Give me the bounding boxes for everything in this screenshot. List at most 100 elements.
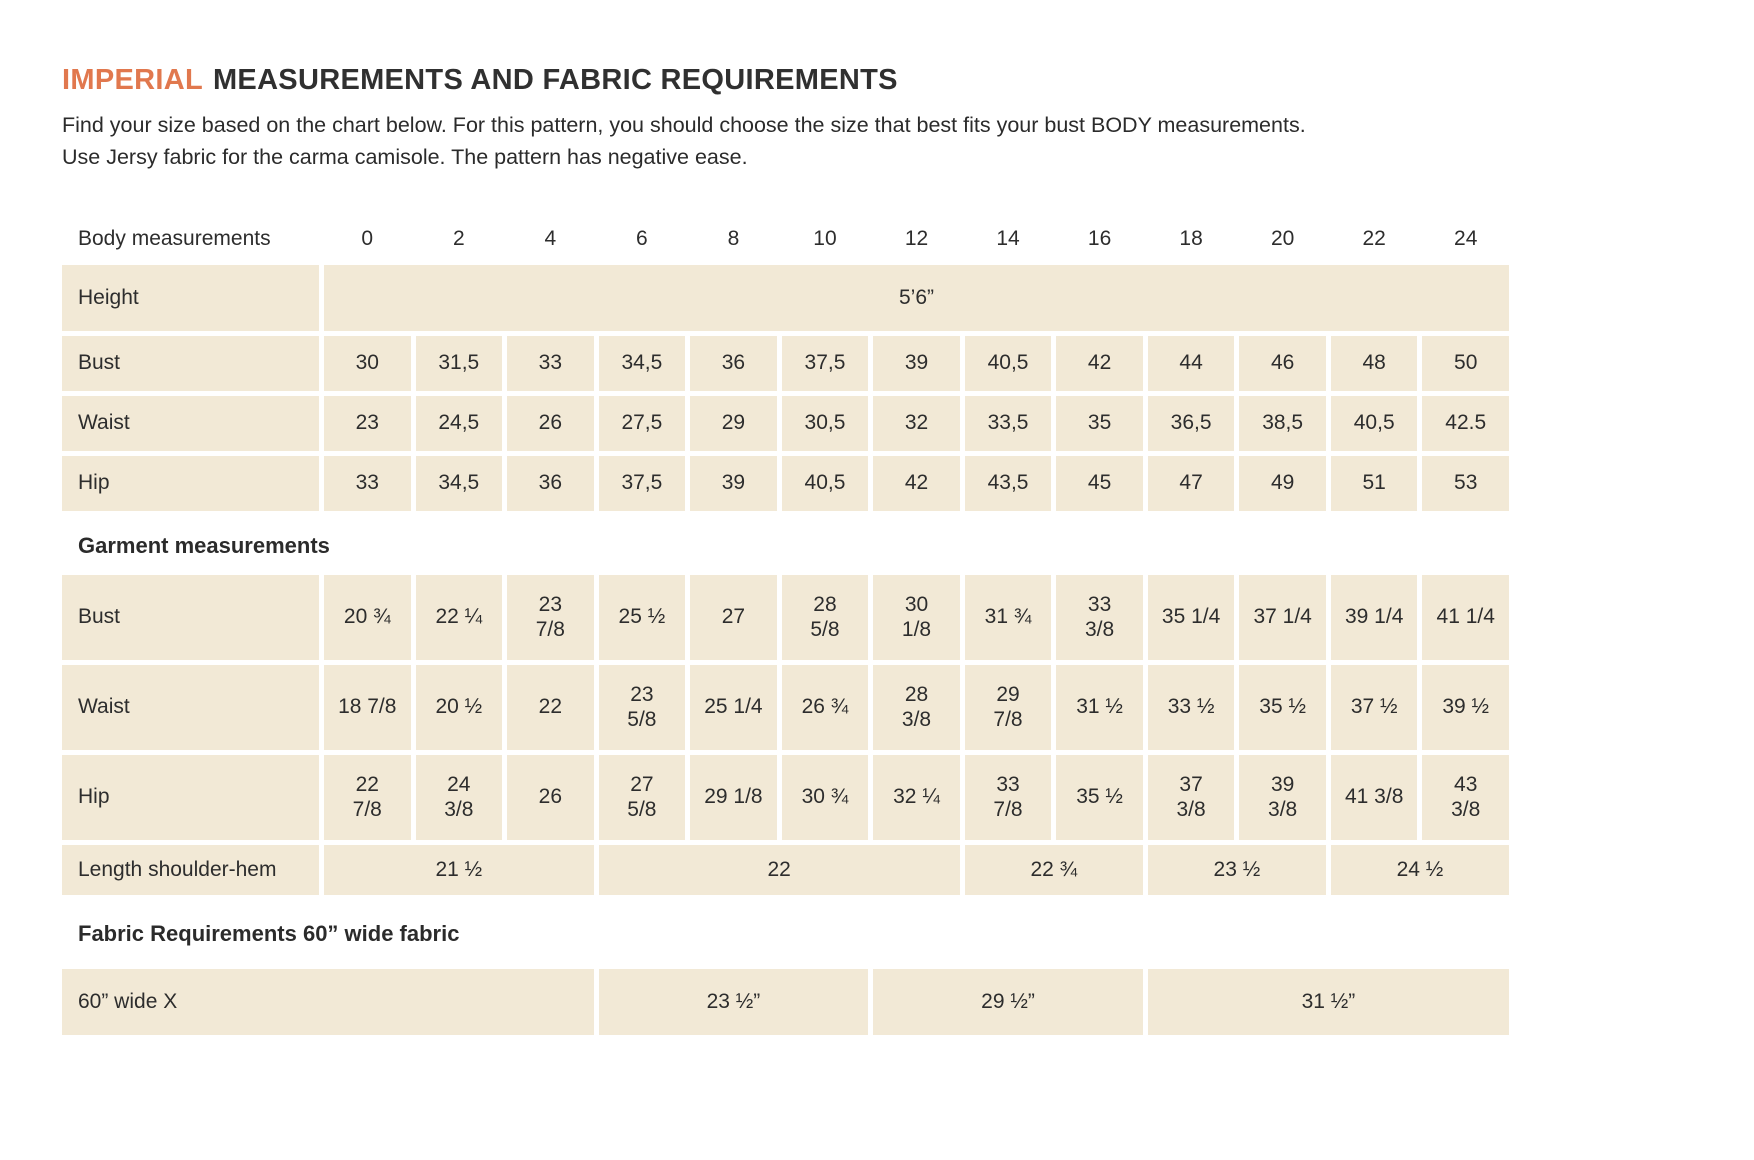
bust-body-value-cell: 50	[1422, 335, 1509, 391]
bust-body-value-cell: 36	[690, 335, 777, 391]
hip-garment-value-cell: 33 7/8	[964, 754, 1052, 840]
waist-body-value-cell: 27,5	[598, 395, 686, 451]
waist-garment-value-cell: 33 ½	[1147, 664, 1235, 750]
size-column-header: 0	[361, 226, 374, 250]
hip-body-value-cell: 51	[1330, 455, 1418, 511]
row-label-length: Length shoulder-hem	[62, 844, 319, 895]
row-bust-garment: Bust 20 ¾ 22 ¼ 23 7/8 25 ½ 27 28 5/8 30 1/8 31 …	[62, 574, 1509, 660]
row-waist-body: Waist 23 24,5 26 27,5 29 30,5 32 33,5 35 36,5 38,5…	[62, 395, 1509, 451]
hip-body-value-cell: 40,5	[781, 455, 869, 511]
row-bust-body: Bust 30 31,5 33 34,5 36 37,5 39 40,5 42 44 46 48 50	[62, 335, 1509, 391]
bust-body-value-cell: 46	[1239, 335, 1326, 391]
body-measurements-header: Body measurements	[78, 226, 271, 250]
size-column-header: 10	[813, 226, 837, 250]
title-accent: IMPERIAL	[62, 64, 203, 96]
hip-garment-value-cell: 39 3/8	[1239, 754, 1326, 840]
waist-body-value-cell: 32	[873, 395, 960, 451]
bust-body-value-cell: 34,5	[598, 335, 686, 391]
hip-garment-value-cell: 26	[507, 754, 594, 840]
bust-body-value-cell: 48	[1330, 335, 1418, 391]
bust-garment-value-cell: 39 1/4	[1330, 574, 1418, 660]
waist-garment-value-cell: 29 7/8	[964, 664, 1052, 750]
waist-garment-value-cell: 20 ½	[415, 664, 503, 750]
bust-garment-value-cell: 22 ¼	[415, 574, 503, 660]
page-title: IMPERIAL MEASUREMENTS AND FABRIC REQUIREM…	[62, 64, 1754, 97]
waist-garment-value-cell: 26 ¾	[781, 664, 869, 750]
row-hip-body: Hip 33 34,5 36 37,5 39 40,5 42 43,5 45 47 49 51 53	[62, 455, 1509, 511]
hip-body-value-cell: 39	[690, 455, 777, 511]
size-column-header: 6	[636, 226, 648, 250]
row-label-bust: Bust	[62, 335, 319, 391]
fabric-merged-value-cell: 23 ½”	[598, 968, 869, 1035]
bust-garment-value-cell: 37 1/4	[1239, 574, 1326, 660]
hip-garment-value-cell: 22 7/8	[324, 754, 411, 840]
waist-body-value-cell: 29	[690, 395, 777, 451]
bust-garment-value-cell: 33 3/8	[1056, 574, 1143, 660]
size-column-header: 8	[727, 226, 740, 250]
bust-body-value-cell: 30	[324, 335, 411, 391]
bust-body-value-cell: 44	[1147, 335, 1235, 391]
hip-garment-value-cell: 30 ¾	[781, 754, 869, 840]
title-rest: MEASUREMENTS AND FABRIC REQUIREMENTS	[212, 64, 898, 96]
waist-garment-value-cell: 18 7/8	[324, 664, 411, 750]
waist-garment-value-cell: 37 ½	[1330, 664, 1418, 750]
waist-body-value-cell: 36,5	[1147, 395, 1235, 451]
waist-garment-value-cell: 35 ½	[1239, 664, 1326, 750]
size-column-header: 18	[1179, 226, 1203, 250]
size-header-row: Body measurements 0 2 4 6 8 10 12 14 16 18 20 22 24	[62, 218, 1509, 260]
hip-body-value-cell: 37,5	[598, 455, 686, 511]
hip-garment-value-cell: 43 3/8	[1422, 754, 1509, 840]
hip-garment-value-cell: 29 1/8	[690, 754, 777, 840]
row-waist-garment: Waist 18 7/8 20 ½ 22 23 5/8 25 1/4 26 ¾ 28 3/8…	[62, 664, 1509, 750]
hip-garment-value-cell: 32 ¼	[873, 754, 960, 840]
hip-body-value-cell: 34,5	[415, 455, 503, 511]
hip-body-value-cell: 47	[1147, 455, 1235, 511]
waist-body-value-cell: 38,5	[1239, 395, 1326, 451]
fabric-merged-value-cell: 31 ½”	[1147, 968, 1509, 1035]
waist-garment-value-cell: 25 1/4	[690, 664, 777, 750]
bust-body-value-cell: 37,5	[781, 335, 869, 391]
row-label-hip-garment: Hip	[62, 754, 319, 840]
bust-garment-value-cell: 41 1/4	[1422, 574, 1509, 660]
waist-garment-value-cell: 39 ½	[1422, 664, 1509, 750]
waist-body-value-cell: 23	[324, 395, 411, 451]
hip-garment-value-cell: 27 5/8	[598, 754, 686, 840]
row-label-bust-garment: Bust	[62, 574, 319, 660]
document-page: IMPERIAL MEASUREMENTS AND FABRIC REQUIREM…	[62, 64, 1754, 1035]
hip-garment-value-cell: 35 ½	[1056, 754, 1143, 840]
waist-garment-value-cell: 28 3/8	[873, 664, 960, 750]
hip-body-value-cell: 42	[873, 455, 960, 511]
waist-garment-value-cell: 22	[507, 664, 594, 750]
size-column-header: 22	[1362, 226, 1386, 250]
row-height-body: Height 5’6”	[62, 264, 1509, 331]
bust-garment-value-cell: 35 1/4	[1147, 574, 1235, 660]
waist-body-value-cell: 33,5	[964, 395, 1052, 451]
intro-line-1: Find your size based on the chart below.…	[62, 113, 1306, 137]
hip-body-value-cell: 36	[507, 455, 594, 511]
row-length-shoulder-hem: Length shoulder-hem 21 ½ 22 22 ¾ 23 ½ 24 ½	[62, 844, 1509, 895]
bust-garment-value-cell: 23 7/8	[507, 574, 594, 660]
size-column-header: 2	[452, 226, 465, 250]
waist-garment-value-cell: 23 5/8	[598, 664, 686, 750]
fabric-merged-value-cell: 29 ½”	[873, 968, 1143, 1035]
hip-body-value-cell: 43,5	[964, 455, 1052, 511]
size-column-header: 14	[996, 226, 1020, 250]
row-label-waist: Waist	[62, 395, 319, 451]
hip-garment-value-cell: 37 3/8	[1147, 754, 1235, 840]
hip-body-value-cell: 53	[1422, 455, 1509, 511]
fabric-section-heading: Fabric Requirements 60” wide fabric	[78, 920, 460, 946]
waist-body-value-cell: 40,5	[1330, 395, 1418, 451]
hip-body-value-cell: 45	[1056, 455, 1143, 511]
garment-section-heading: Garment measurements	[78, 532, 330, 558]
row-fabric-requirement: 60” wide X 23 ½” 29 ½” 31 ½”	[62, 968, 1509, 1035]
waist-garment-value-cell: 31 ½	[1056, 664, 1143, 750]
bust-garment-value-cell: 28 5/8	[781, 574, 869, 660]
size-column-header: 16	[1087, 226, 1112, 250]
size-column-header: 4	[544, 226, 557, 250]
bust-garment-value-cell: 27	[690, 574, 777, 660]
waist-body-value-cell: 42.5	[1422, 395, 1509, 451]
size-column-header: 20	[1270, 226, 1295, 250]
bust-body-value-cell: 40,5	[964, 335, 1052, 391]
waist-body-value-cell: 24,5	[415, 395, 503, 451]
bust-garment-value-cell: 31 ¾	[964, 574, 1052, 660]
